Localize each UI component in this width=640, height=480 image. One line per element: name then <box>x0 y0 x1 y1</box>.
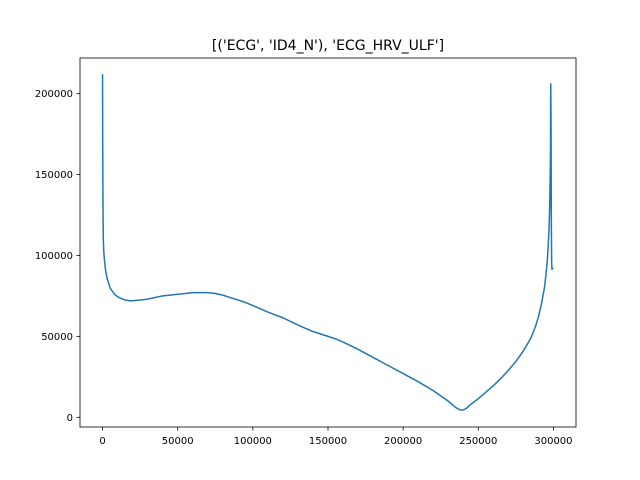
series-line <box>101 74 554 411</box>
y-tick-label: 200000 <box>35 89 73 100</box>
y-tick-label: 50000 <box>41 332 73 343</box>
x-tick-label: 150000 <box>309 436 347 447</box>
y-axis-ticks: 0 50000 100000 150000 200000 <box>35 89 80 424</box>
x-tick-label: 0 <box>99 436 105 447</box>
y-tick-label: 150000 <box>35 170 73 181</box>
y-tick-label: 100000 <box>35 251 73 262</box>
chart-title: [('ECG', 'ID4_N'), 'ECG_HRV_ULF'] <box>212 38 444 54</box>
x-tick-label: 250000 <box>459 436 497 447</box>
x-axis-ticks: 0 50000 100000 150000 200000 250000 300000 <box>99 427 573 447</box>
plot-area-frame <box>79 57 577 428</box>
x-tick-label: 100000 <box>234 436 272 447</box>
x-tick-label: 200000 <box>384 436 422 447</box>
x-tick-label: 300000 <box>534 436 572 447</box>
x-tick-label: 50000 <box>162 436 194 447</box>
y-tick-label: 0 <box>67 413 73 424</box>
